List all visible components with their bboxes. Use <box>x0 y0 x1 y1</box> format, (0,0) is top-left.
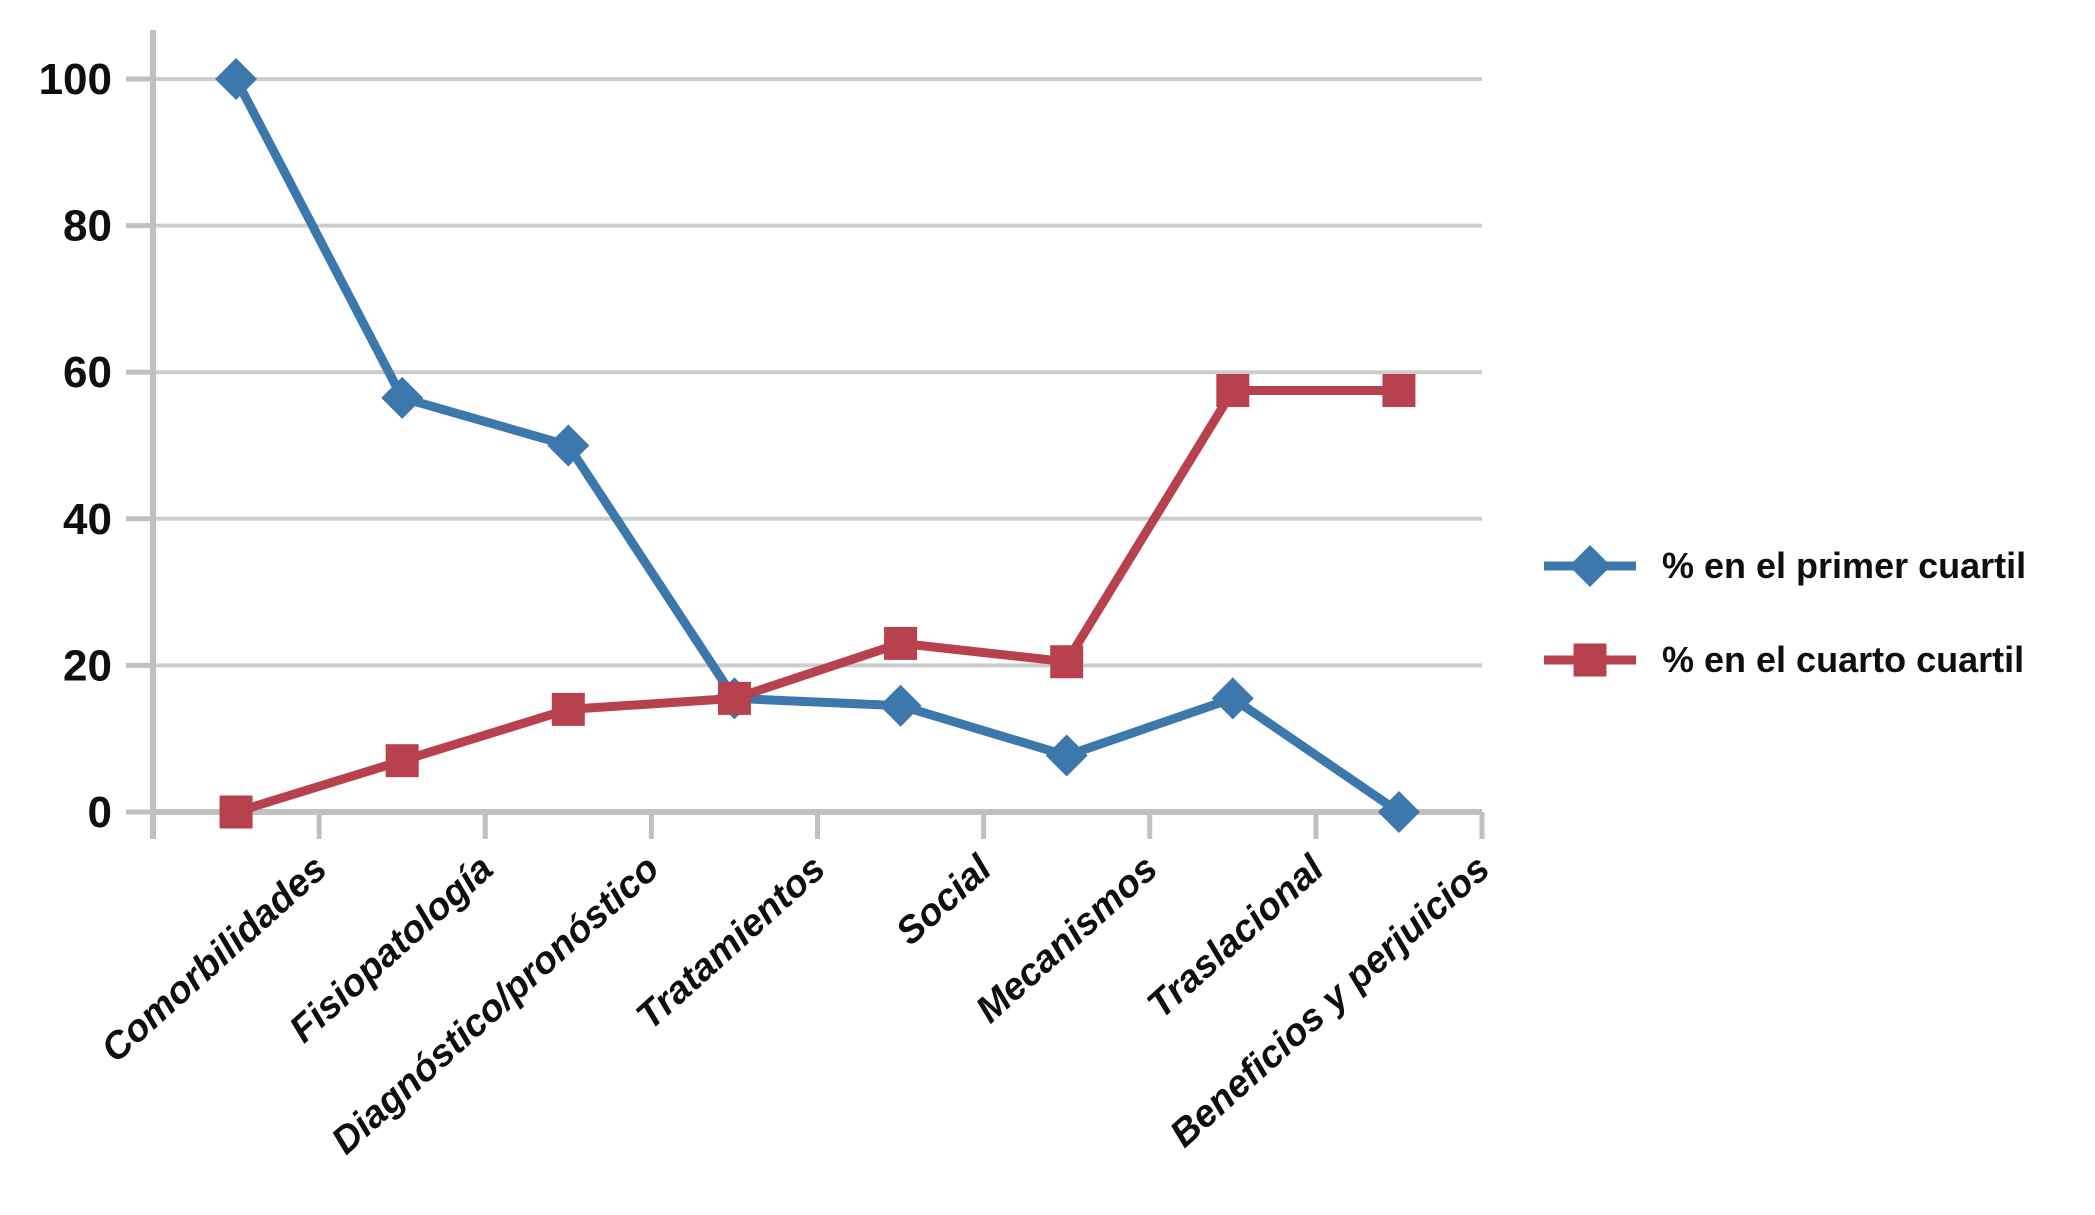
legend-marker-1 <box>1573 643 1607 677</box>
series-1-marker-2 <box>551 692 585 726</box>
series-1-marker-7 <box>1382 374 1416 408</box>
legend-label-cuarto-cuartil: % en el cuarto cuartil <box>1662 639 2025 680</box>
y-axis-label-60: 60 <box>63 348 112 397</box>
legend-label-primer-cuartil: % en el primer cuartil <box>1662 545 2027 586</box>
y-axis-label-80: 80 <box>63 202 112 251</box>
series-1-marker-3 <box>717 681 751 715</box>
y-axis-label-40: 40 <box>63 495 112 544</box>
legend-diamond-marker-icon <box>1544 545 1636 587</box>
y-axis-label-100: 100 <box>39 55 112 104</box>
legend-marker-0 <box>1569 545 1611 587</box>
series-0-marker-5 <box>1045 734 1088 777</box>
series-line-1 <box>234 386 1399 817</box>
legend-item-primer-cuartil: % en el primer cuartil <box>1544 542 2026 590</box>
series-line-0 <box>232 76 1402 816</box>
y-axis-label-0: 0 <box>88 788 112 837</box>
x-axis-label: Mecanismos <box>968 847 1166 1031</box>
series-0-marker-7 <box>1377 791 1420 833</box>
series-0-marker-4 <box>879 684 922 727</box>
legend-square-marker-icon <box>1544 643 1636 677</box>
series-0-marker-0 <box>215 58 258 100</box>
series-1-marker-0 <box>219 795 253 829</box>
x-axis-label: Beneficios y perjuicios <box>1162 847 1498 1155</box>
series-0-marker-2 <box>547 424 590 467</box>
series-0-marker-1 <box>381 376 424 419</box>
legend-item-cuarto-cuartil: % en el cuarto cuartil <box>1544 636 2024 684</box>
series-1-marker-5 <box>1050 645 1084 679</box>
series-1-marker-4 <box>884 626 918 660</box>
series-0-marker-6 <box>1211 677 1254 720</box>
x-axis-label: Social <box>888 847 1000 954</box>
series-1-marker-1 <box>385 744 419 778</box>
series-1-marker-6 <box>1216 374 1250 408</box>
y-axis-label-20: 20 <box>63 641 112 690</box>
x-axis-label: Diagnóstico/pronóstico <box>324 847 667 1162</box>
